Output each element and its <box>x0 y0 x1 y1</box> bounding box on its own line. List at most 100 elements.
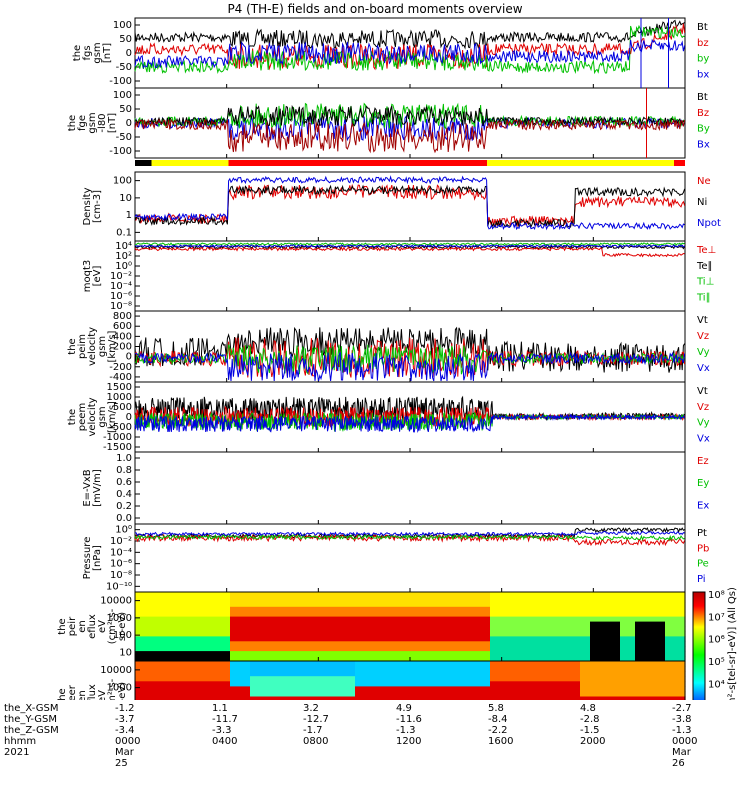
footer-value: 3.2 <box>303 703 319 714</box>
y-axis-label: Density <box>82 187 93 225</box>
y-axis-label: [mV/m] <box>92 469 103 507</box>
y-axis-label: [km/s] <box>107 330 118 362</box>
panel-frame-peer <box>134 660 686 700</box>
series-fgs-bz <box>134 23 686 71</box>
colorbar-tick: 10⁸ <box>708 590 725 601</box>
legend-fge-Bx: Bx <box>697 139 710 150</box>
y-tick-label: 100 <box>113 20 132 31</box>
y-tick-label: 200 <box>113 342 132 353</box>
series-fgs-by <box>134 24 685 75</box>
y-tick-label: 10⁻⁶ <box>110 291 132 302</box>
legend-fgs-by: by <box>697 54 709 65</box>
y-axis-label: (cm²-s- <box>107 608 118 644</box>
colorbar-label: [eV/(cm²-s[tel-sr]-eV)] (All Qs) <box>727 587 738 700</box>
footer-year: 2021 <box>4 747 30 758</box>
footer-row-name: hhmm <box>4 736 37 747</box>
y-axis-label: peim <box>77 334 88 359</box>
y-axis-label: velocity <box>87 397 98 436</box>
y-axis-label: E=-VxB <box>82 469 93 506</box>
legend-peim-Vx: Vx <box>697 363 710 374</box>
footer-row-hhmm: hhmm 0000 0400 0800 1200 1600 2000 0000 <box>4 736 744 747</box>
legend-fge-Bz: Bz <box>697 108 709 119</box>
y-tick-label: 10⁻⁶ <box>110 559 132 570</box>
mode-flag-bar <box>135 160 152 166</box>
y-tick-label: 10⁻⁴ <box>110 281 132 292</box>
legend-efield-Ex: Ex <box>697 500 709 511</box>
legend-pressure-Pt: Pt <box>697 528 707 539</box>
series-density-Npot <box>134 175 685 231</box>
footer-value: 1600 <box>488 736 514 747</box>
footer-row-the_X-GSM: the_X-GSM -1.2 1.1 3.2 4.9 5.8 4.8 -2.7 <box>4 703 744 714</box>
y-axis-label: the <box>57 688 68 700</box>
y-tick-label: 10⁻⁸ <box>110 570 132 581</box>
footer-value: -3.3 <box>212 725 232 736</box>
y-axis-label: fgs <box>82 45 93 60</box>
legend-peim-Vz: Vz <box>697 331 709 342</box>
series-peem-Vz <box>134 405 685 429</box>
y-tick-label: 10⁻¹⁰ <box>106 581 132 592</box>
y-tick-label: 0 <box>126 48 132 59</box>
y-tick-label: 10⁻² <box>110 536 132 547</box>
colorbar-tick: 10⁶ <box>708 635 725 646</box>
panel-frame-density <box>134 171 686 242</box>
series-density-Ne <box>134 183 686 228</box>
y-tick-label: 10⁻⁴ <box>110 547 132 558</box>
y-tick-label: 10⁴ <box>115 241 132 252</box>
series-pressure-Pe <box>134 533 685 542</box>
footer-value: -2.8 <box>580 714 600 725</box>
footer-value: 0000 <box>672 736 698 747</box>
y-tick-label: 400 <box>113 331 132 342</box>
y-axis-label: Pressure <box>82 537 93 580</box>
legend-efield-Ey: Ey <box>697 478 709 489</box>
legend-peim-Vt: Vt <box>697 315 708 326</box>
series-peim-Vz <box>134 337 686 378</box>
y-tick-label: 1000 <box>107 613 132 624</box>
y-axis-label: sr-eV) <box>117 682 128 700</box>
y-tick-label: 10000 <box>100 596 132 607</box>
y-axis-label: the <box>67 409 78 425</box>
y-tick-label: 100 <box>113 90 132 101</box>
y-tick-label: -50 <box>116 132 132 143</box>
legend-efield-Ez: Ez <box>697 456 709 467</box>
colorbar <box>692 591 706 700</box>
y-axis-label: en <box>77 690 88 700</box>
y-tick-label: 0 <box>126 352 132 363</box>
y-tick-label: 1.0 <box>116 453 132 464</box>
y-tick-label: 1000 <box>107 392 132 403</box>
y-tick-label: 0.1 <box>116 227 132 238</box>
footer-value: -3.7 <box>115 714 135 725</box>
y-tick-label: 0.8 <box>116 465 132 476</box>
y-tick-label: 800 <box>113 311 132 322</box>
y-tick-label: 1500 <box>107 382 132 393</box>
y-axis-label: [km/s] <box>107 401 118 433</box>
colorbar-tick: 10⁵ <box>708 657 725 668</box>
series-temp-Teperp <box>134 246 685 258</box>
y-axis-label: the <box>72 45 83 61</box>
y-tick-label: -1000 <box>103 432 132 443</box>
series-pressure-Pi <box>134 530 685 537</box>
legend-fge-By: By <box>697 124 710 135</box>
y-axis-label: -l80 <box>97 113 108 132</box>
y-tick-label: -100 <box>109 146 132 157</box>
y-axis-label: [nPa] <box>92 545 103 571</box>
y-axis-label: gsm <box>87 112 98 133</box>
footer-value: -2.7 <box>672 703 692 714</box>
y-axis-label: eflux <box>87 684 98 700</box>
y-axis-label: eV <box>97 620 108 633</box>
legend-temp-Ti∥: Ti∥ <box>696 292 711 303</box>
mode-flag-bar <box>674 160 685 166</box>
legend-pressure-Pi: Pi <box>697 574 706 585</box>
y-axis-label: peir <box>67 616 78 636</box>
footer-value: -11.6 <box>396 714 422 725</box>
footer-row-the_Z-GSM: the_Z-GSM -3.4 -3.3 -1.7 -1.3 -2.2 -1.5 -1.3 <box>4 725 744 736</box>
y-axis-label: gsm <box>92 42 103 63</box>
panel-frame-efield <box>134 451 686 525</box>
series-peem-Vt <box>134 395 685 423</box>
y-tick-label: 100 <box>113 630 132 641</box>
series-fge-Bz <box>134 118 686 154</box>
series-density-Ni <box>134 184 686 229</box>
footer-value: 1.1 <box>212 703 228 714</box>
series-peem-Vx <box>134 413 685 434</box>
y-tick-label: -1500 <box>103 442 132 453</box>
